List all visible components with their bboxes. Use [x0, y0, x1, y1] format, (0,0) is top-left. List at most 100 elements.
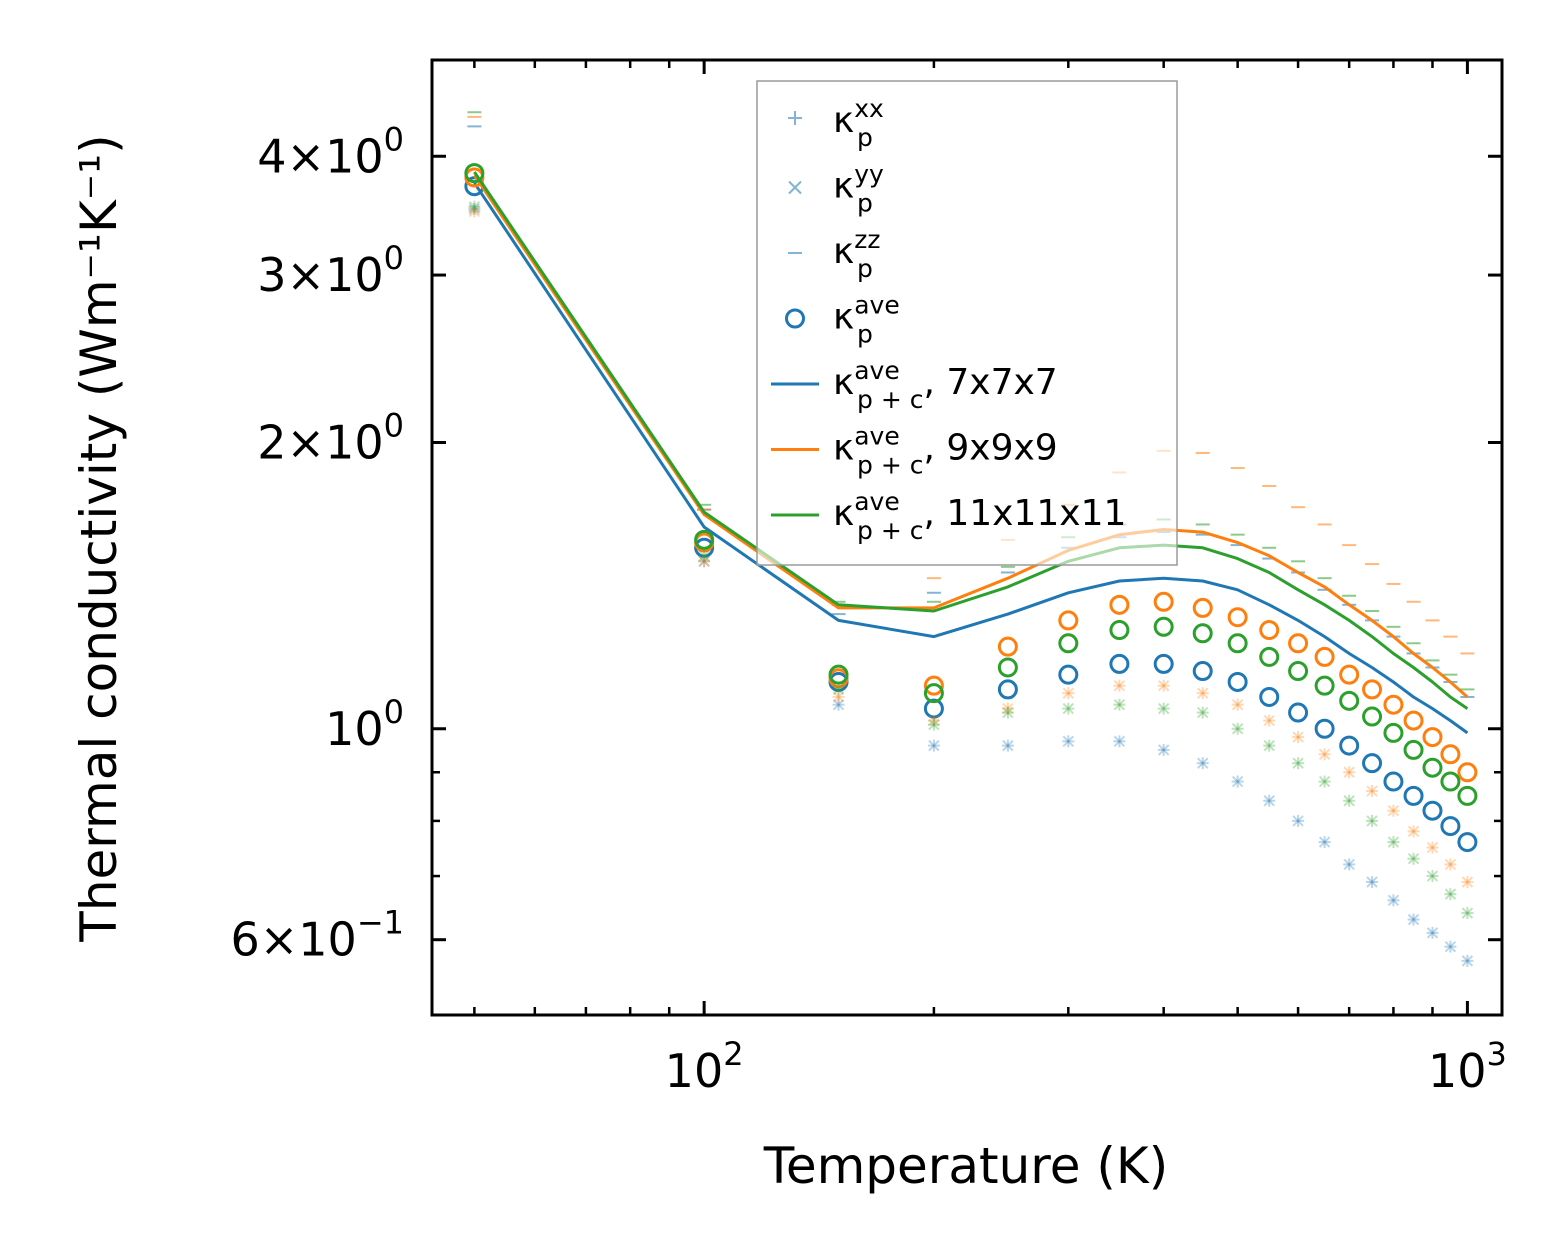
kp-yy-point-7x7x7-b: [928, 739, 940, 752]
kpc-ave-line-group-9x9x9: [473, 174, 1469, 699]
kp-yy-point-11x11x11: [1318, 775, 1331, 788]
kp-yy-point-7x7x7-b: [1292, 815, 1304, 827]
kp-xx-point-11x11x11: [1366, 814, 1379, 827]
legend-label-superscript: zz: [854, 225, 880, 254]
kp-ave-point-7x7x7: [1288, 702, 1309, 723]
kp-xx-point-7x7x7: [1366, 875, 1379, 888]
kp-yy-point-7x7x7-b: [832, 698, 845, 711]
kp-yy-point-11x11x11-b: [1113, 698, 1126, 711]
kp-yy-point-9x9x9: [1318, 748, 1331, 761]
kp-xx-point-9x9x9: [1444, 858, 1457, 871]
kp-yy-point-11x11x11: [1366, 815, 1378, 827]
kp-xx-point-11x11x11: [1062, 702, 1075, 715]
kp-xx-point-7x7x7: [1387, 894, 1400, 907]
kp-yy-point-7x7x7-a: [1426, 927, 1439, 939]
kp-yy-point-9x9x9-b: [1263, 714, 1275, 727]
kp-xx-point-11x11x11: [1461, 907, 1474, 920]
kp-yy-point-11x11x11: [468, 201, 481, 213]
series-11x11x11: [464, 111, 1478, 920]
kp-yy-point-11x11x11-a: [1426, 870, 1439, 882]
kp-yy-point-7x7x7-b: [1444, 940, 1457, 953]
kp-xx-point-7x7x7: [832, 698, 845, 711]
legend-entry: κave p + c, 9x9x9: [771, 422, 1058, 480]
kp-ave-point-9x9x9: [1153, 591, 1174, 612]
kp-xx-point-11x11x11: [1318, 775, 1331, 788]
kp-ave-point-7x7x7: [997, 679, 1018, 700]
kp-yy-point-7x7x7-b: [1407, 913, 1420, 926]
kp-yy-point-11x11x11-b: [1461, 907, 1474, 919]
kp-ave-point-11x11x11: [694, 529, 715, 550]
kp-ave-point-9x9x9: [1362, 679, 1383, 700]
kp-yy-point-9x9x9-a: [468, 205, 481, 218]
kp-yy-point-9x9x9: [698, 555, 710, 568]
kp-xx-point-7x7x7: [1444, 940, 1457, 953]
kp-xx-point-7x7x7: [1461, 954, 1474, 967]
kp-xx-point-7x7x7: [1231, 775, 1244, 788]
kp-yy-point-11x11x11-b: [1292, 757, 1304, 769]
kp-ave-point-9x9x9: [1109, 594, 1130, 615]
kp-ave-point-9x9x9: [1314, 646, 1335, 667]
kp-ave-point-9x9x9: [1383, 694, 1404, 715]
kp-yy-point-9x9x9-a: [1387, 804, 1400, 817]
kp-yy-point-7x7x7-a: [1197, 757, 1209, 769]
kp-ave-point-11x11x11: [464, 163, 485, 184]
kp-ave-point-11x11x11: [1403, 739, 1424, 760]
legend-label-subscript: p: [857, 320, 873, 349]
kp-xx-point-11x11x11: [1157, 702, 1170, 715]
x-tick-label-exponent: 2: [723, 1035, 743, 1073]
kp-xx-point-7x7x7: [1157, 743, 1170, 756]
kp-xx-point-9x9x9: [1001, 702, 1014, 715]
kp-ave-point-11x11x11: [1227, 633, 1248, 654]
kp-yy-point-7x7x7-b: [1461, 955, 1474, 967]
kp-yy-point-11x11x11-a: [1231, 723, 1244, 735]
kp-yy-point-9x9x9-a: [1062, 687, 1075, 699]
kp-yy-point-9x9x9-a: [1197, 687, 1209, 699]
kp-yy-point-11x11x11-b: [1387, 836, 1400, 848]
legend-label: κave p + c, 9x9x9: [833, 422, 1058, 480]
y-tick-label: 3×100: [257, 239, 404, 302]
y-tick-label-exponent: 0: [384, 693, 404, 731]
kp-yy-point-7x7x7-b: [1197, 757, 1209, 769]
kp-yy-point-7x7x7-b: [698, 555, 710, 568]
kp-yy-point-9x9x9-a: [1002, 702, 1014, 715]
legend-label: κxx p: [833, 94, 884, 152]
kp-xx-point-11x11x11: [1444, 888, 1457, 901]
kp-yy-point-11x11x11-a: [1366, 815, 1378, 827]
kp-yy-point-7x7x7: [1062, 735, 1075, 748]
kp-xx-point-11x11x11: [1343, 794, 1356, 807]
kp-xx-point-11x11x11: [1426, 870, 1439, 883]
legend-label: κave p: [833, 291, 900, 349]
x-tick-label: 103: [1428, 1035, 1507, 1098]
kp-yy-point-11x11x11: [698, 550, 710, 562]
legend-label-superscript: ave: [854, 356, 900, 385]
legend-label: κzz p: [833, 225, 880, 283]
kp-ave-point-11x11x11: [1339, 690, 1360, 711]
legend-label-subscript: p: [857, 123, 873, 152]
kp-ave-point-9x9x9: [997, 636, 1018, 657]
plot-data-layer: [464, 111, 1478, 967]
kp-ave-point-11x11x11: [923, 683, 944, 704]
kp-yy-point-11x11x11-a: [1387, 836, 1400, 848]
kp-ave-point-11x11x11: [1383, 722, 1404, 743]
kp-ave-point-11x11x11: [1314, 675, 1335, 696]
kp-xx-point-11x11x11: [832, 683, 845, 696]
kp-yy-point-7x7x7-b: [1343, 858, 1355, 871]
kp-yy-point-7x7x7-b: [1426, 927, 1439, 939]
kp-ave-point-11x11x11: [1259, 646, 1280, 667]
kpc-ave-line-group-11x11x11: [473, 171, 1469, 710]
y-tick-label-mantissa: 3×: [257, 248, 325, 302]
kp-xx-point-9x9x9: [1387, 804, 1400, 817]
kp-yy-point-7x7x7-a: [1113, 735, 1126, 748]
legend-label-superscript: ave: [854, 422, 900, 451]
kp-yy-point-7x7x7: [1426, 927, 1439, 939]
kp-xx-point-7x7x7: [1113, 735, 1126, 748]
kp-yy-point-7x7x7-a: [1366, 876, 1378, 888]
kp-yy-point-11x11x11-b: [1444, 888, 1457, 900]
kp-yy-point-11x11x11-b: [1407, 853, 1420, 865]
y-tick-label-mantissa: 4×: [257, 129, 325, 183]
kp-xx-point-7x7x7: [1001, 739, 1014, 752]
kp-ave-point-7x7x7: [1440, 816, 1461, 837]
kp-yy-point-9x9x9-b: [1292, 731, 1304, 743]
kp-yy-point-9x9x9-a: [1318, 748, 1331, 761]
